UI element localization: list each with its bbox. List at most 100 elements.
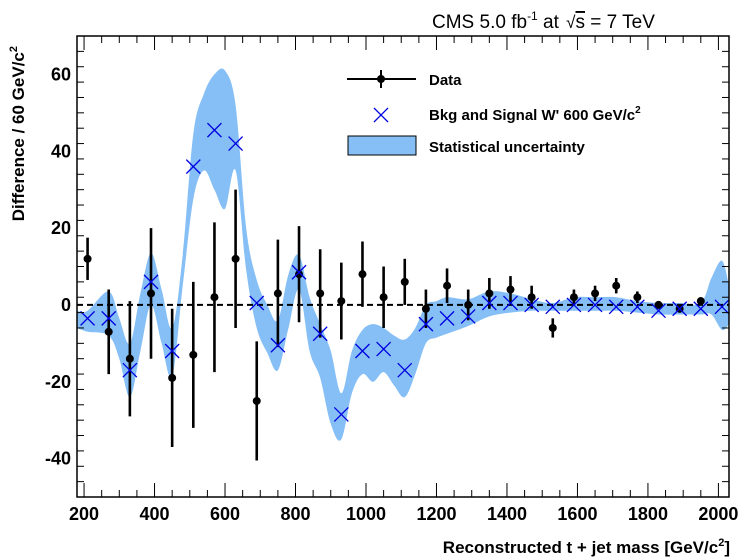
legend-data-marker	[377, 75, 385, 83]
signal-marker	[376, 341, 392, 357]
data-point	[379, 266, 388, 328]
legend: Data Bkg and Signal W' 600 GeV/c2 Statis…	[347, 70, 641, 156]
signal-marker	[714, 299, 730, 315]
legend-signal-label-superscript: 2	[635, 105, 641, 116]
x-axis-title-main: Reconstructed t + jet mass [GeV/c	[443, 538, 718, 557]
x-tick-label: 2000	[698, 504, 738, 524]
signal-marker	[524, 297, 540, 313]
signal-marker-stroke	[164, 343, 180, 359]
signal-marker	[418, 316, 434, 332]
signal-marker	[164, 343, 180, 359]
signal-marker	[206, 122, 222, 138]
x-axis-title-superscript: 2	[718, 537, 724, 549]
data-point	[654, 300, 663, 309]
signal-marker	[693, 301, 709, 317]
data-point	[400, 258, 409, 305]
y-axis-title: Difference / 60 GeV/c2	[8, 46, 28, 221]
data-marker	[464, 300, 473, 309]
data-marker	[696, 297, 705, 306]
signal-marker	[545, 299, 561, 315]
signal-marker	[249, 295, 265, 311]
data-point	[464, 289, 473, 321]
header-text: CMS 5.0 fb-1 at √s = 7 TeV	[432, 9, 655, 33]
signal-marker	[481, 295, 497, 311]
data-point	[421, 289, 430, 328]
data-point	[189, 281, 198, 428]
x-axis-title: Reconstructed t + jet mass [GeV/c2]	[443, 537, 730, 557]
data-point	[337, 262, 346, 340]
data-point	[125, 301, 134, 417]
signal-marker-stroke	[460, 308, 476, 324]
x-tick-label: 400	[140, 504, 170, 524]
signal-marker-stroke	[672, 301, 688, 317]
y-axis-title-main: Difference / 60 GeV/c	[9, 52, 28, 221]
x-tick-label: 1400	[487, 504, 527, 524]
header-lumi-exponent: -1	[527, 9, 538, 23]
signal-marker-stroke	[608, 299, 624, 315]
data-point	[633, 291, 642, 303]
signal-marker-stroke	[418, 316, 434, 332]
data-point	[210, 222, 219, 373]
signal-marker-stroke	[312, 326, 328, 342]
signal-marker-stroke	[545, 299, 561, 315]
signal-marker-stroke	[101, 310, 117, 326]
y-tick-label: 20	[51, 218, 71, 238]
data-marker	[443, 281, 452, 290]
signal-marker-stroke	[439, 310, 455, 326]
data-point	[295, 226, 304, 323]
plot-frame	[76, 35, 730, 498]
header-energy-value: = 7 TeV	[590, 12, 655, 33]
signal-marker-stroke	[291, 264, 307, 280]
x-tick-label: 800	[280, 504, 310, 524]
legend-band-label: Statistical uncertainty	[429, 139, 586, 156]
data-marker	[633, 293, 642, 302]
header-energy-prefix: at	[543, 12, 560, 33]
x-axis-title-suffix: ]	[724, 538, 730, 557]
data-point	[168, 308, 177, 448]
data-marker	[189, 350, 198, 359]
data-point	[273, 239, 282, 348]
signal-marker	[651, 303, 666, 319]
data-marker	[421, 304, 430, 313]
legend-signal-marker	[373, 107, 389, 123]
data-marker	[506, 285, 515, 294]
signal-marker-stroke	[397, 362, 413, 378]
data-marker	[569, 293, 578, 302]
signal-marker-stroke	[693, 301, 709, 317]
legend-signal-label: Bkg and Signal W' 600 GeV/c2	[429, 105, 641, 124]
data-point	[612, 278, 621, 294]
uncertainty-band-layer	[77, 68, 729, 441]
data-marker	[231, 254, 240, 263]
signal-marker-stroke	[566, 297, 582, 313]
signal-marker	[629, 299, 645, 315]
data-marker	[125, 354, 134, 363]
signal-marker	[503, 295, 518, 311]
signal-marker-stroke	[80, 310, 96, 326]
signal-marker	[312, 326, 328, 342]
x-tick-label: 1200	[416, 504, 456, 524]
data-point	[252, 341, 261, 461]
signal-marker	[333, 406, 349, 422]
x-tick-label: 1800	[628, 504, 668, 524]
data-marker	[400, 277, 409, 286]
signal-marker	[439, 310, 455, 326]
data-marker	[295, 270, 304, 279]
header-sqrt-sign: √	[566, 13, 576, 32]
data-marker	[527, 293, 536, 302]
y-axis-title-superscript: 2	[8, 46, 20, 52]
data-marker	[612, 281, 621, 290]
data-marker	[168, 373, 177, 382]
data-marker	[147, 289, 156, 298]
header-experiment: CMS	[432, 12, 474, 33]
data-marker	[252, 396, 261, 405]
data-marker	[591, 289, 600, 298]
data-point	[231, 189, 240, 328]
header-sqrt-s: s	[576, 12, 586, 33]
y-tick-label: -20	[45, 372, 71, 392]
legend-band-swatch	[347, 135, 417, 156]
signal-layer	[80, 122, 730, 422]
signal-marker	[291, 264, 307, 280]
x-tick-label: 1600	[557, 504, 597, 524]
